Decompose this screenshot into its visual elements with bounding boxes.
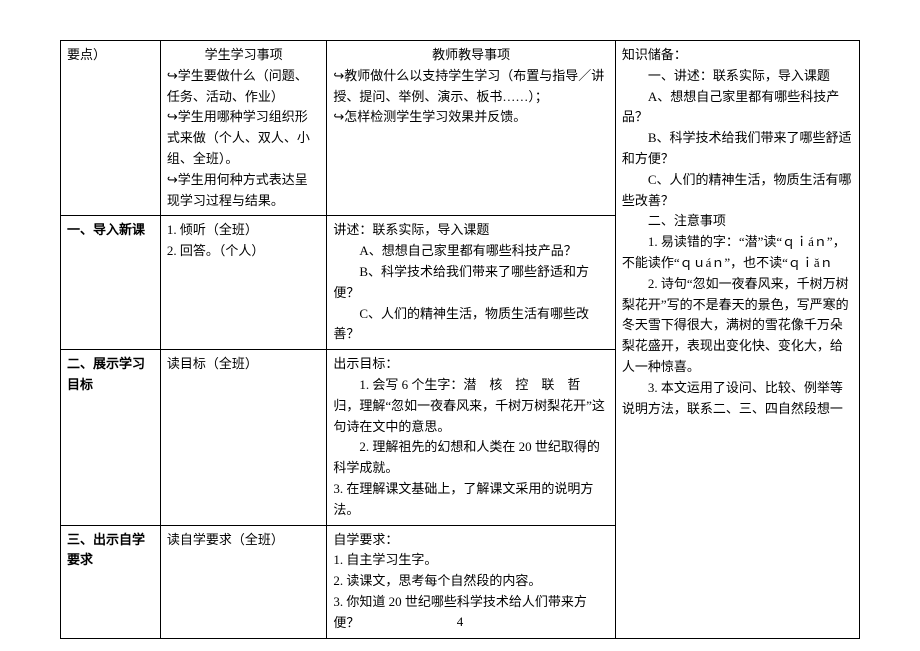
text: 知识储备： bbox=[622, 45, 853, 66]
text: 2. 读课文，思考每个自然段的内容。 bbox=[333, 571, 609, 592]
text: 讲述：联系实际，导入课题 bbox=[333, 220, 609, 241]
text: 1. 会写 6 个生字：潜 核 控 联 哲 归，理解“忽如一夜春风来，千树万树梨… bbox=[333, 375, 609, 437]
section-title: 一、导入新课 bbox=[67, 222, 145, 237]
cell-teacher-items: 教师教导事项 ↪教师做什么以支持学生学习（布置与指导／讲授、提问、举例、演示、板… bbox=[327, 41, 616, 216]
cell-section: 一、导入新课 bbox=[61, 216, 161, 350]
cell-student: 1. 倾听（全班） 2. 回答。（个人） bbox=[160, 216, 326, 350]
section-title: 三、出示自学要求 bbox=[67, 532, 145, 568]
text: C、人们的精神生活，物质生活有哪些改善？ bbox=[622, 170, 853, 212]
text: 2. 诗句“忽如一夜春风来，千树万树梨花开”写的不是春天的景色，写严寒的冬天雪下… bbox=[622, 274, 853, 378]
text: 二、注意事项 bbox=[622, 211, 853, 232]
text: 1. 易读错的字：“潜”读“ｑｉáｎ”，不能读作“ｑｕáｎ”，也不读“ｑｉǎｎ bbox=[622, 232, 853, 274]
text: ↪教师做什么以支持学生学习（布置与指导／讲授、提问、举例、演示、板书……）； bbox=[333, 66, 609, 108]
text: ↪怎样检测学生学习效果并反馈。 bbox=[333, 107, 609, 128]
text: ↪学生用哪种学习组织形式来做（个人、双人、小组、全班）。 bbox=[167, 107, 320, 169]
text: B、科学技术给我们带来了哪些舒适和方便？ bbox=[333, 262, 609, 304]
text: B、科学技术给我们带来了哪些舒适和方便？ bbox=[622, 128, 853, 170]
section-title: 二、展示学习目标 bbox=[67, 356, 145, 392]
text: 读目标（全班） bbox=[167, 354, 320, 375]
text: 3. 本文运用了设问、比较、例举等说明方法，联系二、三、四自然段想一 bbox=[622, 378, 853, 420]
text: 自学要求： bbox=[333, 530, 609, 551]
cell-teacher: 出示目标： 1. 会写 6 个生字：潜 核 控 联 哲 归，理解“忽如一夜春风来… bbox=[327, 350, 616, 525]
text: 要点） bbox=[67, 47, 106, 62]
text: 2. 回答。（个人） bbox=[167, 241, 320, 262]
table-row: 要点） 学生学习事项 ↪学生要做什么（问题、任务、活动、作业） ↪学生用哪种学习… bbox=[61, 41, 860, 216]
cell-student-items: 学生学习事项 ↪学生要做什么（问题、任务、活动、作业） ↪学生用哪种学习组织形式… bbox=[160, 41, 326, 216]
text: 出示目标： bbox=[333, 354, 609, 375]
cell-teacher: 讲述：联系实际，导入课题 A、想想自己家里都有哪些科技产品？ B、科学技术给我们… bbox=[327, 216, 616, 350]
text: ↪学生要做什么（问题、任务、活动、作业） bbox=[167, 66, 320, 108]
text: A、想想自己家里都有哪些科技产品？ bbox=[622, 87, 853, 129]
cell-knowledge-reserve: 知识储备： 一、讲述：联系实际，导入课题 A、想想自己家里都有哪些科技产品？ B… bbox=[615, 41, 859, 639]
text: 1. 自主学习生字。 bbox=[333, 550, 609, 571]
text: 1. 倾听（全班） bbox=[167, 220, 320, 241]
text: 3. 在理解课文基础上，了解课文采用的说明方法。 bbox=[333, 479, 609, 521]
text: 2. 理解祖先的幻想和人类在 20 世纪取得的科学成就。 bbox=[333, 437, 609, 479]
page-number: 4 bbox=[0, 612, 920, 633]
text: C、人们的精神生活，物质生活有哪些改善？ bbox=[333, 304, 609, 346]
text: 读自学要求（全班） bbox=[167, 530, 320, 551]
col-title: 学生学习事项 bbox=[167, 45, 320, 66]
cell-keypoints: 要点） bbox=[61, 41, 161, 216]
text: ↪学生用何种方式表达呈现学习过程与结果。 bbox=[167, 170, 320, 212]
text: A、想想自己家里都有哪些科技产品？ bbox=[333, 241, 609, 262]
col-title: 教师教导事项 bbox=[333, 45, 609, 66]
lesson-plan-table: 要点） 学生学习事项 ↪学生要做什么（问题、任务、活动、作业） ↪学生用哪种学习… bbox=[60, 40, 860, 639]
text: 一、讲述：联系实际，导入课题 bbox=[622, 66, 853, 87]
cell-student: 读目标（全班） bbox=[160, 350, 326, 525]
cell-section: 二、展示学习目标 bbox=[61, 350, 161, 525]
